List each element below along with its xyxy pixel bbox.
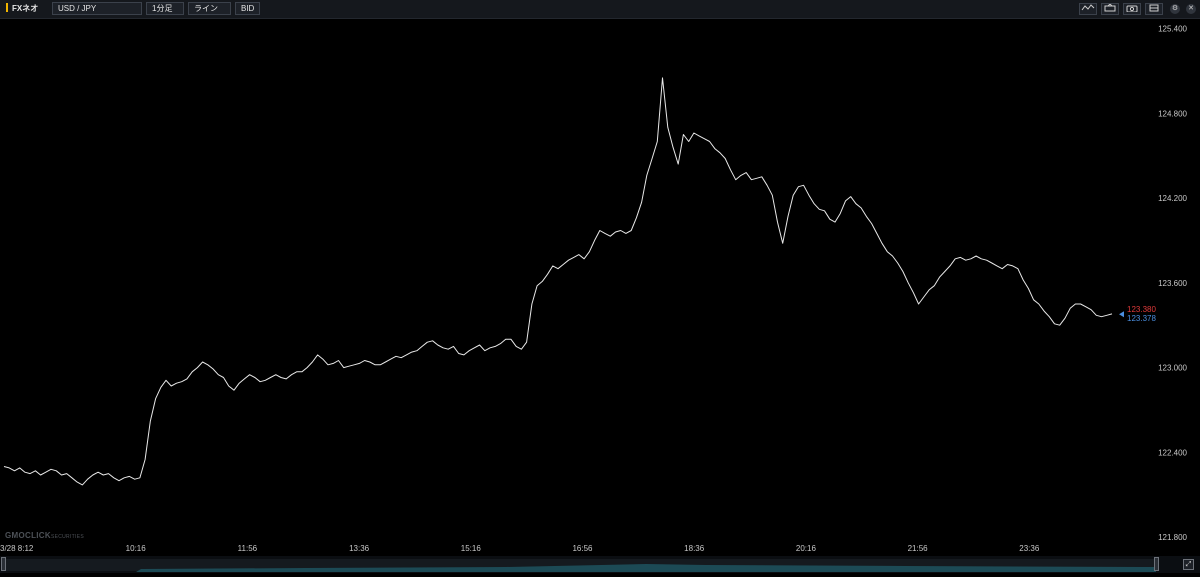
close-icon[interactable]: ✕ — [1186, 4, 1196, 14]
interval-select[interactable]: 1分足 — [146, 2, 184, 15]
x-tick-label: 18:36 — [684, 544, 705, 553]
y-tick-label: 124.800 — [1158, 109, 1187, 118]
camera-icon[interactable] — [1123, 3, 1141, 15]
y-tick-label: 121.800 — [1158, 533, 1187, 542]
indicator-icon[interactable] — [1079, 3, 1097, 15]
watermark-sub: SECURITIES — [50, 534, 84, 540]
x-tick-label: 15:16 — [461, 544, 482, 553]
x-tick-label: 23:36 — [1019, 544, 1040, 553]
x-tick-label: 16:56 — [572, 544, 593, 553]
last-price-marker — [1119, 311, 1124, 318]
product-name: FXネオ — [12, 4, 39, 13]
navigator-track[interactable] — [6, 559, 1156, 572]
x-tick-label: 11:56 — [238, 544, 258, 553]
draw-glyph — [1104, 3, 1116, 12]
brand-mark — [6, 3, 8, 12]
y-tick-label: 125.400 — [1158, 24, 1187, 33]
y-tick-label: 123.000 — [1158, 364, 1187, 373]
chart-toolbar: FXネオ USD / JPY 1分足 ライン BID ⚙ ✕ — [0, 0, 1200, 19]
navigator-area — [6, 564, 1156, 572]
navigator-preview — [6, 564, 1156, 572]
x-tick-label: 3/28 8:12 — [0, 544, 34, 553]
watermark-main: GMOCLICK — [5, 531, 51, 540]
last-bid-label: 123.378 — [1127, 314, 1156, 323]
draw-icon[interactable] — [1101, 3, 1119, 15]
price-line — [3, 77, 1113, 486]
x-tick-label: 21:56 — [908, 544, 929, 553]
price-type-select[interactable]: BID — [235, 2, 260, 15]
broker-watermark: GMOCLICKSECURITIES — [5, 531, 84, 540]
settings-icon[interactable]: ⚙ — [1170, 4, 1180, 14]
indicator-glyph — [1081, 4, 1095, 11]
x-tick-label: 20:16 — [796, 544, 817, 553]
layout-glyph — [1149, 4, 1159, 12]
navigator-reset-icon[interactable]: ⤢ — [1183, 559, 1194, 570]
chart-type-select[interactable]: ライン — [188, 2, 231, 15]
x-tick-label: 10:16 — [126, 544, 147, 553]
price-chart: 125.400 124.800 124.200 123.600 123.000 122.4… — [0, 24, 1188, 553]
y-tick-label: 122.400 — [1158, 448, 1187, 457]
y-tick-label: 124.200 — [1158, 194, 1187, 203]
product-title: FXネオ — [6, 3, 38, 14]
x-tick-label: 13:36 — [349, 544, 370, 553]
navigator-left-handle[interactable] — [1, 557, 6, 571]
last-ask-label: 123.380 — [1127, 305, 1156, 314]
navigator-right-handle[interactable] — [1154, 557, 1159, 571]
currency-pair-select[interactable]: USD / JPY — [52, 2, 142, 15]
y-tick-label: 123.600 — [1158, 279, 1187, 288]
layout-icon[interactable] — [1145, 3, 1163, 15]
